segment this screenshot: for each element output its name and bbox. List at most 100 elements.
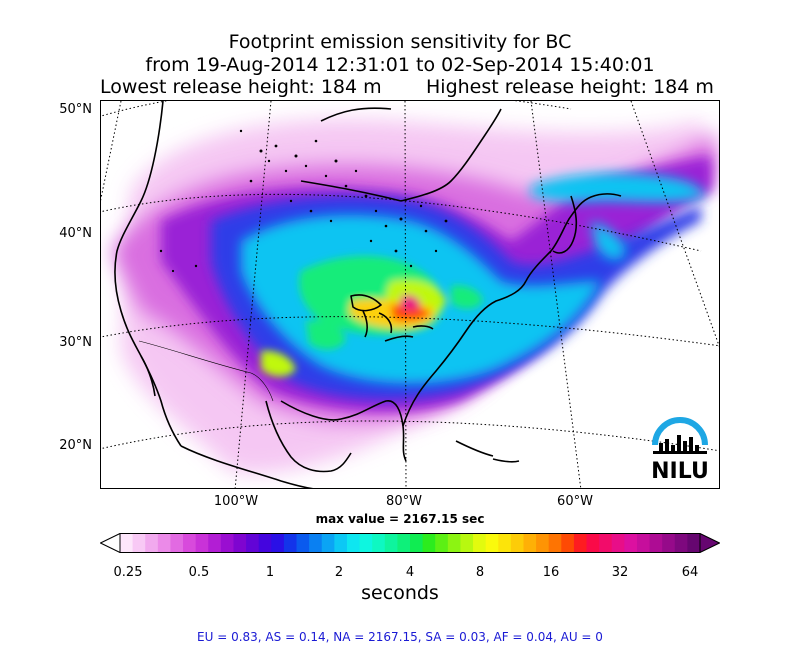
hudson-east	[400, 108, 502, 202]
colorbar-segment	[372, 533, 386, 553]
us-mexico-border	[138, 340, 274, 402]
highest-release-height: Highest release height: 184 m	[426, 76, 714, 98]
lake-erie	[384, 335, 414, 342]
colorbar-tick-8: 64	[681, 565, 699, 580]
colorbar-segments	[120, 533, 701, 553]
colorbar-segment	[636, 533, 651, 553]
lake-michigan	[362, 310, 368, 338]
lat-label-50n: 50°N	[59, 102, 92, 117]
colorbar-outline	[119, 533, 701, 553]
colorbar-segment	[473, 533, 487, 553]
colorbar-segment	[346, 533, 361, 553]
lat-label-30n: 30°N	[59, 335, 92, 350]
colorbar-segment	[283, 533, 298, 553]
colorbar-tick-2: 1	[265, 565, 275, 580]
colorbar-segment	[258, 533, 272, 553]
colorbar-segment	[410, 533, 424, 553]
colorbar-tick-0: 0.25	[113, 565, 143, 580]
colorbar-segment	[435, 533, 449, 553]
parallel-20n	[101, 420, 719, 452]
colorbar-segment	[359, 533, 373, 553]
colorbar-segment	[321, 533, 335, 553]
lon-label-60w: 60°W	[557, 494, 593, 509]
colorbar-segment	[498, 533, 512, 553]
colorbar	[100, 533, 720, 553]
nilu-logo-text: NILU	[651, 459, 709, 484]
hudson-south	[300, 180, 402, 202]
pacific-coast	[114, 101, 182, 447]
colorbar-segment	[145, 533, 159, 553]
colorbar-tick-5: 8	[475, 565, 485, 580]
colorbar-segment	[662, 533, 676, 553]
parallel-50n	[101, 101, 572, 117]
colorbar-segment	[624, 533, 638, 553]
gulf-west	[265, 400, 352, 473]
lake-ontario	[412, 325, 434, 330]
colorbar-segment	[246, 533, 260, 553]
mexico-coast	[180, 445, 314, 488]
graticule	[101, 101, 719, 488]
lake-superior	[350, 294, 382, 312]
colorbar-segment	[447, 533, 462, 553]
hispaniola	[492, 458, 520, 463]
colorbar-tick-6: 16	[542, 565, 560, 580]
colorbar-segment	[611, 533, 625, 553]
region-totals: EU = 0.83, AS = 0.14, NA = 2167.15, SA =…	[197, 630, 603, 644]
parallel-30n	[101, 316, 719, 347]
colorbar-tick-4: 4	[405, 565, 415, 580]
colorbar-segment	[208, 533, 222, 553]
meridian-80w	[404, 101, 407, 488]
meridian-100w	[234, 101, 272, 488]
arctic-coast	[320, 107, 392, 122]
colorbar-segment	[573, 533, 588, 553]
colorbar-segment	[687, 533, 701, 553]
colorbar-segment	[599, 533, 613, 553]
colorbar-segment	[271, 533, 285, 553]
colorbar-segment	[384, 533, 398, 553]
newfoundland	[552, 195, 578, 254]
map-date-range: from 19-Aug-2014 12:31:01 to 02-Sep-2014…	[145, 54, 655, 76]
colorbar-segment	[548, 533, 562, 553]
maritime-coast	[525, 193, 622, 282]
colorbar-segment	[120, 533, 134, 553]
colorbar-segment	[132, 533, 146, 553]
nilu-logo-graphic	[652, 417, 708, 454]
map-svg	[101, 101, 719, 488]
footprint-field	[111, 119, 716, 474]
colorbar-segment	[309, 533, 323, 553]
parallel-40n	[101, 193, 702, 252]
atlantic-coast	[402, 280, 527, 427]
colorbar-tick-7: 32	[611, 565, 629, 580]
meridian-120w	[101, 101, 122, 201]
lon-label-100w: 100°W	[213, 494, 259, 509]
colorbar-segment	[674, 533, 688, 553]
baja-coast	[140, 355, 156, 397]
max-value-label: max value = 2167.15 sec	[315, 512, 485, 526]
colorbar-segment	[183, 533, 197, 553]
colorbar-tick-1: 0.5	[188, 565, 210, 580]
colorbar-segment	[460, 533, 474, 553]
colorbar-segment	[422, 533, 436, 553]
colorbar-max-arrow	[699, 533, 720, 553]
colorbar-segment	[397, 533, 411, 553]
small-lakes	[159, 129, 448, 273]
lon-label-80w: 80°W	[386, 494, 422, 509]
borders	[138, 340, 274, 402]
coastlines	[114, 101, 622, 488]
colorbar-segment	[485, 533, 499, 553]
colorbar-segment	[561, 533, 575, 553]
colorbar-segment	[233, 533, 247, 553]
colorbar-segment	[510, 533, 525, 553]
map-title: Footprint emission sensitivity for BC	[228, 31, 572, 53]
colorbar-segment	[536, 533, 550, 553]
colorbar-segment	[523, 533, 537, 553]
colorbar-segment	[586, 533, 600, 553]
colorbar-segment	[157, 533, 172, 553]
gulf-coast	[280, 400, 407, 462]
colorbar-segment	[220, 533, 235, 553]
lat-label-20n: 20°N	[59, 438, 92, 453]
lake-huron	[378, 312, 393, 334]
cuba	[455, 440, 494, 457]
colorbar-segment	[649, 533, 663, 553]
meridian-60w	[530, 101, 582, 488]
